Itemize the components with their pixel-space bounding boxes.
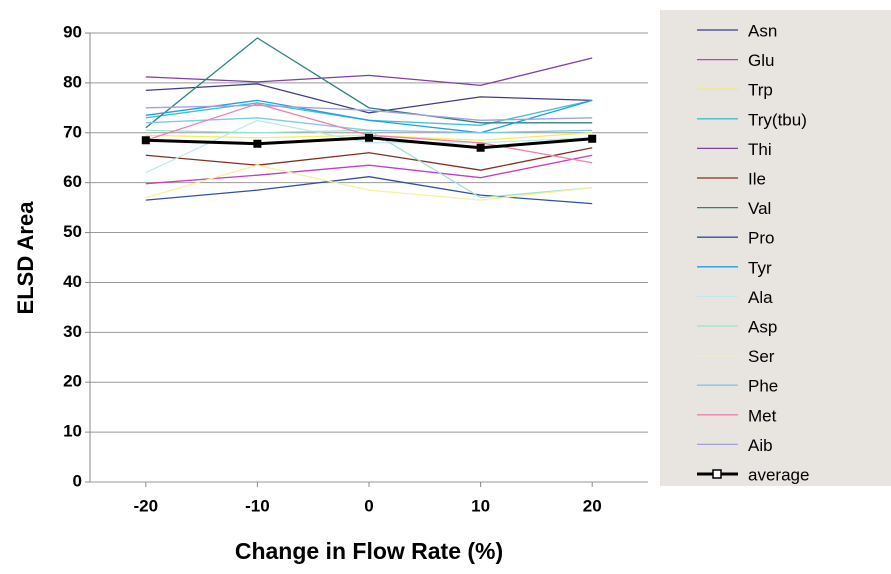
legend-label: Pro	[748, 229, 774, 248]
legend-label: Trp	[748, 81, 773, 100]
point	[588, 134, 597, 143]
legend-label: Try(tbu)	[748, 110, 807, 129]
legend-label: average	[748, 465, 809, 484]
y-tick-label: 10	[63, 422, 82, 441]
series-line	[145, 83, 593, 114]
series-line	[145, 154, 593, 185]
series-line	[145, 164, 593, 201]
y-tick-label: 50	[63, 222, 82, 241]
legend-label: Ile	[748, 169, 766, 188]
legend-label: Asp	[748, 317, 777, 336]
y-tick-label: 70	[63, 122, 82, 141]
legend-label: Ala	[748, 288, 773, 307]
series-line	[145, 147, 593, 171]
x-tick-label: 10	[471, 496, 490, 515]
point	[141, 136, 150, 145]
legend-label: Thi	[748, 140, 772, 159]
series-line	[145, 57, 593, 87]
y-axis-title: ELSD Area	[13, 201, 38, 315]
x-tick-label: 0	[364, 496, 373, 515]
x-axis-title: Change in Flow Rate (%)	[235, 538, 503, 564]
point	[253, 139, 262, 148]
series-line	[145, 99, 593, 134]
y-tick-label: 80	[63, 72, 82, 91]
y-tick-label: 60	[63, 172, 82, 191]
series-line	[145, 117, 593, 134]
x-tick-label: -20	[134, 496, 159, 515]
legend-label: Aib	[748, 436, 773, 455]
legend-label: Phe	[748, 377, 778, 396]
legend-label: Tyr	[748, 258, 772, 277]
legend-label: Met	[748, 406, 777, 425]
series-line	[145, 37, 593, 129]
y-tick-label: 40	[63, 272, 82, 291]
x-tick-label: 20	[583, 496, 602, 515]
legend-label: Ser	[748, 347, 775, 366]
y-tick-label: 90	[63, 22, 82, 41]
series-line	[145, 119, 593, 174]
legend-label: Glu	[748, 51, 774, 70]
legend-label: Val	[748, 199, 771, 218]
point	[476, 143, 485, 152]
legend-label: Asn	[748, 21, 777, 40]
point	[365, 133, 373, 142]
x-tick-label: -10	[245, 496, 270, 515]
series-line	[145, 104, 593, 121]
legend-marker	[712, 469, 722, 479]
series-line	[145, 176, 593, 205]
y-tick-label: 0	[73, 471, 82, 490]
y-tick-label: 20	[63, 372, 82, 391]
y-tick-label: 30	[63, 322, 82, 341]
